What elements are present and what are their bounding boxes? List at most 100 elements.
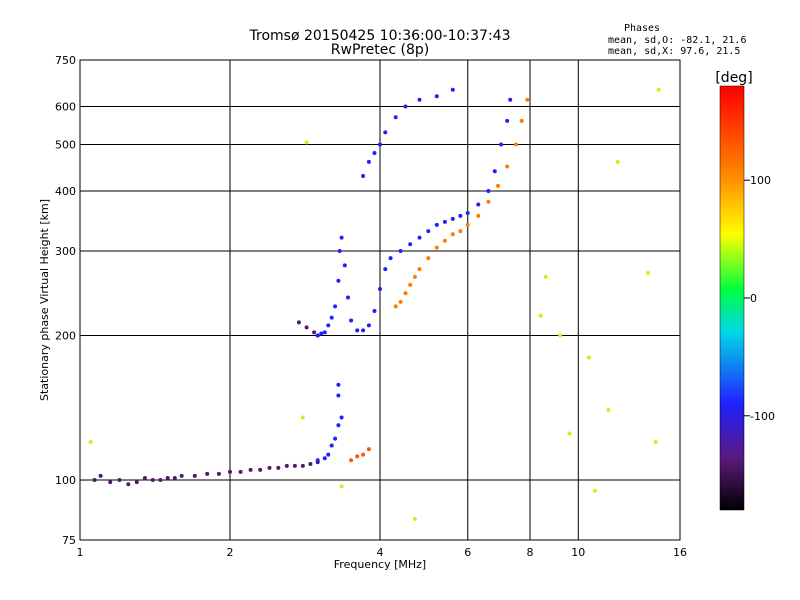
y-tick-label: 500 [55, 139, 76, 152]
data-point [486, 189, 491, 193]
data-point [322, 330, 327, 335]
data-point [165, 476, 170, 480]
data-point [329, 315, 334, 320]
data-point [326, 452, 331, 457]
data-point [592, 488, 597, 493]
data-point [519, 118, 524, 123]
phase-stats-x: mean, sd,X: 97.6, 21.5 [608, 46, 740, 57]
colorbar-label: [deg] [715, 70, 752, 86]
data-point [267, 465, 272, 470]
colorbar-tick-label: -100 [750, 410, 775, 423]
data-point [458, 213, 463, 218]
data-point [383, 267, 388, 272]
data-point [315, 333, 320, 338]
data-point [567, 431, 572, 436]
data-point [304, 140, 309, 145]
data-point [366, 159, 371, 164]
data-point [342, 263, 347, 268]
data-point [434, 94, 439, 99]
data-point [458, 229, 463, 234]
data-point [333, 436, 338, 441]
data-point [296, 320, 301, 325]
y-axis-ticks: 75 100 200 300 400 500 600 750 [55, 54, 86, 547]
data-point [92, 478, 97, 482]
data-point [442, 238, 447, 243]
data-point [499, 142, 504, 147]
data-point [398, 299, 403, 304]
data-point [408, 242, 413, 247]
data-point [300, 463, 305, 468]
data-point [192, 473, 197, 478]
data-point [258, 467, 263, 472]
data-point [514, 142, 518, 147]
data-point [442, 219, 447, 224]
data-point [450, 216, 455, 221]
x-tick-label: 16 [673, 546, 687, 559]
data-point [538, 313, 543, 318]
data-point [205, 471, 210, 476]
data-point [336, 382, 341, 387]
data-point [304, 325, 309, 330]
data-point [378, 287, 382, 291]
data-point [383, 130, 388, 135]
data-point [525, 97, 530, 102]
y-tick-label: 75 [62, 534, 76, 547]
data-point [450, 87, 455, 92]
data-point [465, 222, 470, 227]
chart-title: Tromsø 20150425 10:36:00-10:37:43 [249, 28, 511, 44]
data-point [378, 142, 382, 147]
data-point [615, 159, 620, 164]
gridlines [80, 60, 680, 540]
data-point [646, 271, 650, 275]
data-point [398, 249, 403, 253]
data-point [450, 232, 455, 237]
chart-subtitle: RwPretec (8p) [331, 42, 429, 58]
x-tick-label: 4 [377, 546, 384, 559]
data-point [412, 274, 417, 279]
data-point [465, 211, 470, 215]
data-points [88, 87, 661, 521]
data-point [426, 229, 431, 234]
data-point [508, 97, 513, 102]
data-point [505, 118, 510, 123]
data-point [300, 415, 305, 420]
data-point [586, 355, 591, 360]
data-point [403, 291, 408, 296]
data-point [339, 415, 344, 420]
x-tick-label: 6 [464, 546, 471, 559]
y-tick-label: 300 [55, 245, 76, 258]
data-point [349, 318, 354, 323]
data-point [417, 267, 422, 272]
data-point [339, 484, 344, 489]
data-point [238, 469, 243, 474]
data-point [126, 482, 131, 487]
colorbar-tick-label: 0 [750, 292, 757, 305]
data-point [366, 447, 371, 452]
data-point [292, 463, 297, 468]
x-axis-ticks: 1 2 4 6 8 10 16 [77, 546, 688, 559]
data-point [492, 169, 497, 174]
data-point [476, 213, 481, 218]
data-point [434, 245, 439, 250]
data-point [134, 480, 139, 485]
data-point [142, 476, 147, 480]
data-point [434, 222, 439, 227]
data-point [329, 443, 334, 448]
data-point [179, 473, 184, 478]
data-point [315, 458, 320, 463]
phase-stats-o: mean, sd,O: -82.1, 21.6 [608, 35, 746, 46]
data-point [172, 476, 177, 480]
data-point [150, 478, 155, 482]
data-point [393, 304, 398, 309]
x-axis-label: Frequency [MHz] [334, 558, 426, 571]
data-point [372, 309, 377, 313]
data-point [336, 393, 341, 398]
data-point [426, 256, 431, 261]
data-point [98, 473, 103, 478]
colorbar-ticks: 100 0 -100 [744, 174, 775, 423]
data-point [336, 423, 341, 428]
y-tick-label: 400 [55, 185, 76, 198]
data-point [355, 328, 360, 333]
data-point [366, 323, 371, 328]
